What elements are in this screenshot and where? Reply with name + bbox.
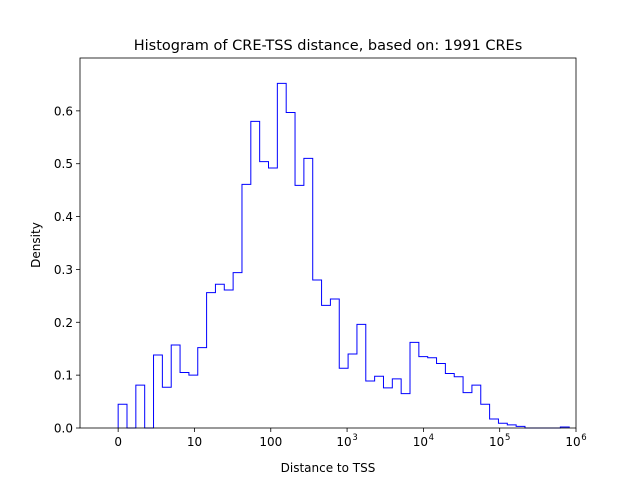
x-tick-label: 0 <box>114 435 122 449</box>
x-tick-exponent: 4 <box>429 433 434 443</box>
x-tick-exponent: 6 <box>581 433 586 443</box>
y-tick-label: 0.2 <box>54 316 73 330</box>
x-tick-label: 10 <box>336 435 351 449</box>
x-tick-label: 100 <box>259 435 282 449</box>
x-tick-exponent: 5 <box>505 433 510 443</box>
y-axis-label: Density <box>29 222 43 268</box>
y-tick-label: 0.4 <box>54 210 73 224</box>
x-tick-exponent: 3 <box>352 433 357 443</box>
x-tick-label: 10 <box>413 435 428 449</box>
y-tick-label: 0.1 <box>54 369 73 383</box>
histogram-outline <box>118 83 569 428</box>
axes-frame <box>80 58 576 428</box>
y-tick-label: 0.5 <box>54 157 73 171</box>
y-tick-label: 0.0 <box>54 422 73 436</box>
y-tick-label: 0.3 <box>54 263 73 277</box>
chart-title: Histogram of CRE-TSS distance, based on:… <box>134 38 523 54</box>
x-tick-label: 10 <box>565 435 580 449</box>
y-tick-label: 0.6 <box>54 104 73 118</box>
x-tick-label: 10 <box>187 435 202 449</box>
x-tick-label: 10 <box>489 435 504 449</box>
plot-area: 0.00.10.20.30.40.50.60 10 100 10 3 10 4 10 5 10 6 <box>54 58 587 449</box>
x-axis-label: Distance to TSS <box>281 461 376 475</box>
